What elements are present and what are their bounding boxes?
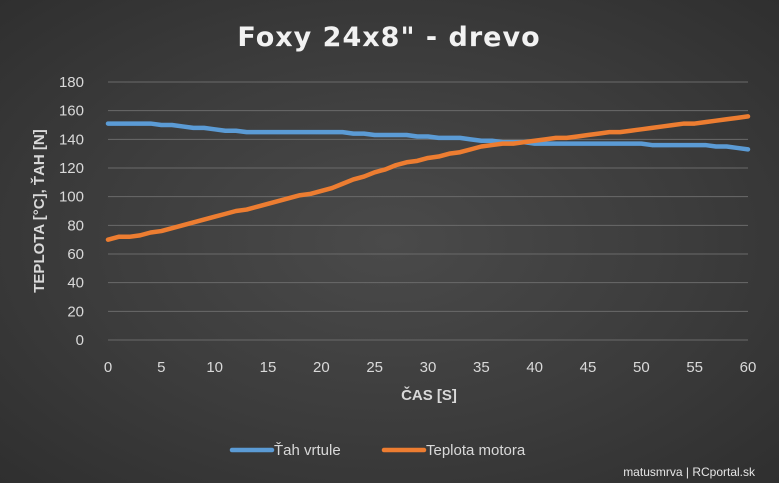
x-tick-label: 60 [740,359,757,376]
footer-credit: matusmrva | RCportal.sk [623,465,756,479]
x-tick-label: 50 [633,359,650,376]
y-tick-label: 40 [67,275,84,292]
y-tick-label: 120 [59,160,84,177]
x-tick-label: 35 [473,359,490,376]
x-tick-label: 5 [157,359,165,376]
x-tick-label: 10 [206,359,223,376]
x-axis-label: ČAS [S] [401,386,457,404]
gridlines [108,81,748,341]
legend: Ťah vrtule Teplota motora [229,442,526,459]
y-tick-label: 80 [67,217,84,234]
x-tick-label: 45 [580,359,597,376]
y-tick-label: 140 [59,131,84,148]
x-tick-label: 55 [686,359,703,376]
series-line-0 [105,121,751,152]
y-tick-label: 60 [67,246,84,263]
x-tick-label: 15 [260,359,277,376]
y-tick-label: 180 [59,74,84,91]
series-lines [105,114,751,242]
y-tick-label: 20 [67,303,84,320]
x-tick-label: 40 [526,359,543,376]
y-tick-label: 100 [59,189,84,206]
x-tick-label: 0 [104,359,112,376]
y-axis-ticks: 0 20 40 60 80 100 120 140 160 180 [59,74,84,349]
series-line-1 [105,114,751,242]
chart-title: Foxy 24x8" - drevo [237,22,540,53]
y-tick-label: 0 [76,332,84,349]
y-axis-label: TEPLOTA [°C], ŤAH [N] [30,129,48,292]
x-tick-label: 20 [313,359,330,376]
y-tick-label: 160 [59,103,84,120]
x-tick-label: 25 [366,359,383,376]
legend-label: Ťah vrtule [274,442,341,459]
x-tick-label: 30 [420,359,437,376]
legend-label: Teplota motora [426,442,526,459]
x-axis-ticks: 0 5 10 15 20 25 30 35 40 45 50 55 60 [104,359,757,376]
